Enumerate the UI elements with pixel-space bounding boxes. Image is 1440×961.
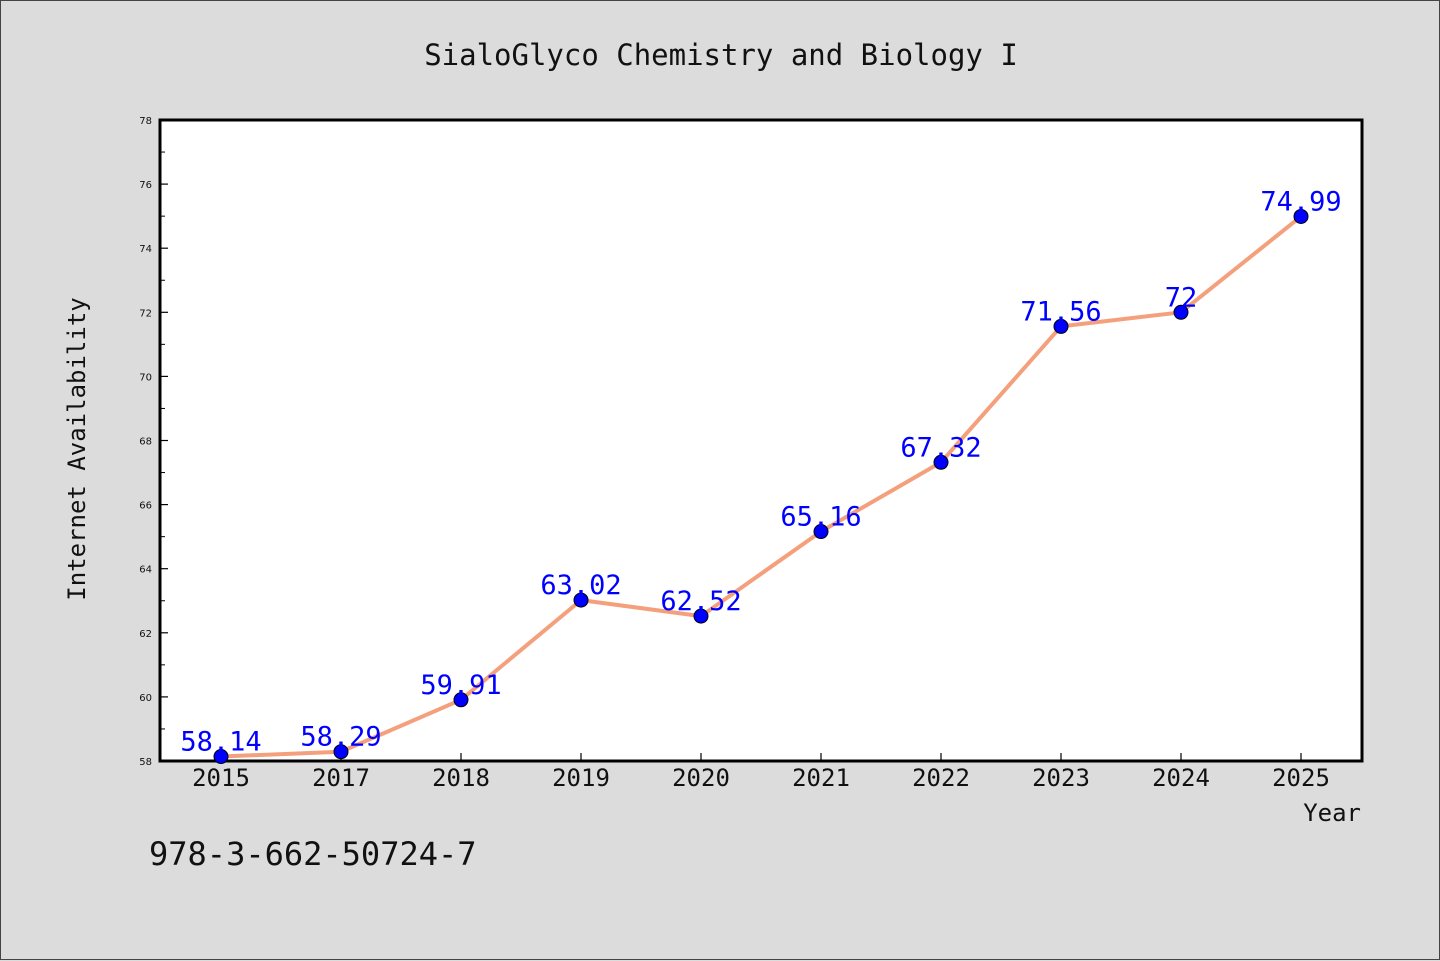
- data-label: 74.99: [1260, 186, 1341, 217]
- data-label: 71.56: [1020, 296, 1101, 327]
- data-label: 58.14: [180, 727, 261, 758]
- data-point-marker: [1053, 318, 1069, 334]
- y-axis-ticks: 58 60 62 64 66 68 70 72 74 76 78: [139, 116, 168, 768]
- y-tick-label: 64: [139, 565, 152, 576]
- y-tick-label: 72: [139, 308, 152, 319]
- y-tick-label: 62: [139, 629, 152, 640]
- data-point-marker: [1293, 208, 1309, 224]
- x-tick-label: 2017: [312, 764, 370, 792]
- y-tick-label: 66: [139, 501, 152, 512]
- data-label: 59.91: [420, 670, 501, 701]
- data-label: 62.52: [660, 586, 741, 617]
- data-point-marker: [453, 692, 469, 708]
- data-label: 58.29: [300, 722, 381, 753]
- data-point-marker: [933, 454, 949, 470]
- y-tick-label: 76: [139, 180, 152, 191]
- y-tick-label: 70: [139, 372, 152, 383]
- chart-title: SialoGlyco Chemistry and Biology I: [424, 38, 1018, 72]
- data-point-marker: [213, 749, 229, 765]
- y-tick-label: 58: [139, 757, 152, 768]
- data-label: 65.16: [780, 502, 861, 533]
- y-tick-label: 68: [139, 437, 152, 448]
- x-tick-label: 2024: [1152, 764, 1210, 792]
- plot-area: [158, 118, 1364, 763]
- x-tick-label: 2019: [552, 764, 610, 792]
- x-tick-label: 2025: [1272, 764, 1330, 792]
- data-label: 67.32: [900, 432, 981, 463]
- data-point-marker: [573, 592, 589, 608]
- data-label: 63.02: [540, 570, 621, 601]
- data-point-marker: [333, 744, 349, 760]
- y-tick-label: 74: [139, 244, 152, 255]
- data-label: 72: [1165, 282, 1198, 313]
- x-tick-label: 2020: [672, 764, 730, 792]
- x-axis-label: Year: [1303, 799, 1361, 827]
- data-point-marker: [1173, 304, 1189, 320]
- x-tick-label: 2023: [1032, 764, 1090, 792]
- x-axis-ticks: 2015 2017 2018 2019 2020 2021 2022 2023 2024 2025: [192, 753, 1330, 792]
- data-point-marker: [813, 524, 829, 540]
- series-line: [220, 214, 1303, 759]
- x-tick-label: 2021: [792, 764, 850, 792]
- y-axis-label: Internet Availability: [63, 297, 91, 600]
- y-tick-label: 78: [139, 116, 152, 127]
- y-tick-label: 60: [139, 693, 152, 704]
- isbn-text: 978-3-662-50724-7: [149, 835, 477, 873]
- x-tick-label: 2015: [192, 764, 250, 792]
- x-tick-label: 2018: [432, 764, 490, 792]
- data-point-marker: [693, 608, 709, 624]
- x-tick-label: 2022: [912, 764, 970, 792]
- series-group: 58.14 58.29 59.91 63.02 62.52 65.16 67.32 71.56…: [180, 186, 1342, 765]
